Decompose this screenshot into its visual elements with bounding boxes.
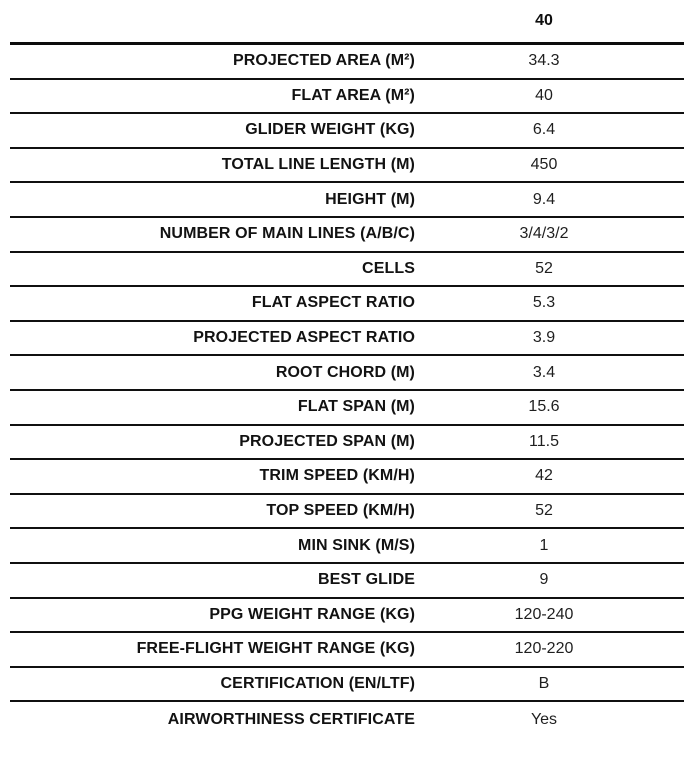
row-value: 34.3	[528, 52, 560, 70]
table-row: PPG WEIGHT RANGE (KG) 120-240	[10, 599, 684, 634]
row-value: 450	[530, 156, 558, 174]
row-value: 9	[539, 571, 549, 589]
row-label: TOTAL LINE LENGTH (M)	[221, 156, 415, 174]
table-row: HEIGHT (M) 9.4	[10, 183, 684, 218]
row-value: 1	[539, 536, 549, 554]
table-row: PROJECTED ASPECT RATIO 3.9	[10, 322, 684, 357]
table-row: ROOT CHORD (M) 3.4	[10, 356, 684, 391]
table-body: PROJECTED AREA (M²) 34.3 FLAT AREA (M²) …	[10, 45, 684, 738]
row-label: CELLS	[362, 259, 415, 277]
row-label: TRIM SPEED (KM/H)	[259, 467, 415, 485]
row-value: 42	[535, 467, 553, 485]
row-value: 6.4	[532, 121, 556, 139]
row-value: 5.3	[532, 294, 556, 312]
row-value: 15.6	[528, 398, 560, 416]
row-value: B	[538, 674, 550, 692]
row-label: ROOT CHORD (M)	[275, 363, 415, 381]
row-label: AIRWORTHINESS CERTIFICATE	[167, 711, 415, 729]
row-label: FLAT ASPECT RATIO	[251, 294, 415, 312]
table-row: TOTAL LINE LENGTH (M) 450	[10, 149, 684, 184]
table-row: TRIM SPEED (KM/H) 42	[10, 460, 684, 495]
table-row: FLAT AREA (M²) 40	[10, 80, 684, 115]
table-row: FLAT ASPECT RATIO 5.3	[10, 287, 684, 322]
row-value: 40	[535, 86, 553, 104]
table-row: GLIDER WEIGHT (KG) 6.4	[10, 114, 684, 149]
table-row: NUMBER OF MAIN LINES (A/B/C) 3/4/3/2	[10, 218, 684, 253]
table-row: FREE-FLIGHT WEIGHT RANGE (KG) 120-220	[10, 633, 684, 668]
row-value: 3.9	[532, 329, 556, 347]
row-label: PROJECTED ASPECT RATIO	[193, 329, 415, 347]
table-row: CERTIFICATION (EN/LTF) B	[10, 668, 684, 703]
table-row: FLAT SPAN (M) 15.6	[10, 391, 684, 426]
table-row: TOP SPEED (KM/H) 52	[10, 495, 684, 530]
row-label: GLIDER WEIGHT (KG)	[245, 121, 415, 139]
table-row: MIN SINK (M/S) 1	[10, 529, 684, 564]
row-label: PROJECTED SPAN (M)	[239, 432, 415, 450]
table-row: PROJECTED AREA (M²) 34.3	[10, 45, 684, 80]
row-label: TOP SPEED (KM/H)	[266, 502, 415, 520]
row-label: NUMBER OF MAIN LINES (A/B/C)	[159, 225, 415, 243]
row-label: BEST GLIDE	[317, 571, 415, 589]
row-label: CERTIFICATION (EN/LTF)	[220, 674, 415, 692]
row-value: 3.4	[532, 363, 556, 381]
row-value: 52	[535, 502, 553, 520]
table-row: PROJECTED SPAN (M) 11.5	[10, 426, 684, 461]
row-value: Yes	[530, 711, 558, 729]
row-value: 52	[535, 259, 553, 277]
row-value: 120-240	[514, 605, 574, 623]
spec-table: 40 PROJECTED AREA (M²) 34.3 FLAT AREA (M…	[10, 0, 684, 738]
table-row: AIRWORTHINESS CERTIFICATE Yes	[10, 702, 684, 738]
row-value: 9.4	[532, 190, 556, 208]
row-label: FREE-FLIGHT WEIGHT RANGE (KG)	[136, 640, 415, 658]
table-row: CELLS 52	[10, 253, 684, 288]
column-header-size: 40	[535, 12, 553, 29]
row-label: FLAT SPAN (M)	[297, 398, 415, 416]
row-label: PROJECTED AREA (M²)	[232, 52, 415, 70]
row-value: 120-220	[514, 640, 574, 658]
row-label: HEIGHT (M)	[325, 190, 415, 208]
row-label: MIN SINK (M/S)	[298, 536, 415, 554]
row-label: PPG WEIGHT RANGE (KG)	[209, 605, 415, 623]
row-value: 11.5	[529, 432, 559, 450]
row-label: FLAT AREA (M²)	[291, 86, 415, 104]
row-value: 3/4/3/2	[519, 225, 569, 243]
table-header-row: 40	[10, 0, 684, 45]
table-row: BEST GLIDE 9	[10, 564, 684, 599]
